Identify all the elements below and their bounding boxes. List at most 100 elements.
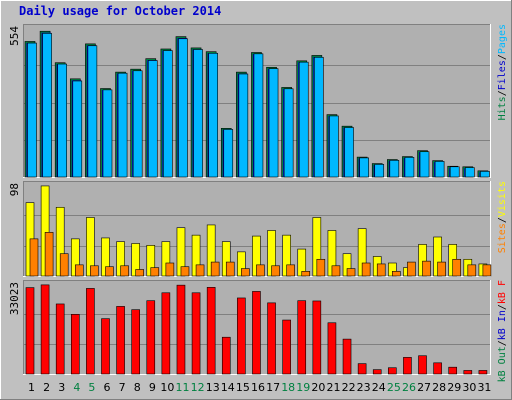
x-tick-label: 13 <box>206 381 220 394</box>
bar-sites <box>210 261 220 277</box>
bar-kbf <box>297 300 307 375</box>
bar-sites <box>195 264 205 277</box>
bar-sites <box>422 260 431 277</box>
bar-pages <box>344 127 354 178</box>
bar-pages <box>42 33 52 178</box>
bar-pages <box>253 53 264 178</box>
bar-sites <box>59 253 69 277</box>
bar-pages <box>449 166 460 178</box>
x-tick-label: 20 <box>311 381 325 394</box>
bar-pages <box>102 89 113 178</box>
bar-pages <box>208 52 218 178</box>
bar-sites <box>482 264 492 277</box>
legend-entry: Files <box>497 60 508 90</box>
bar-kbf <box>463 370 473 375</box>
bar-pages <box>359 157 369 178</box>
bar-kbf <box>40 284 50 375</box>
y-max-label: 33023 <box>8 282 21 315</box>
bar-kbf <box>116 306 125 375</box>
bar-pages <box>223 129 234 178</box>
x-tick-label: 11 <box>176 381 190 394</box>
bar-sites <box>392 271 401 277</box>
x-tick-label: 9 <box>149 381 156 394</box>
panel-visits-sites <box>23 181 492 277</box>
x-tick-label: 28 <box>432 381 446 394</box>
bar-sites <box>105 266 114 277</box>
bar-pages <box>389 160 400 178</box>
bar-pages <box>72 80 83 178</box>
bar-kbf <box>237 297 246 375</box>
bar-kbf <box>418 355 427 375</box>
bar-kbf <box>327 322 337 375</box>
bar-pages <box>87 45 98 178</box>
panel-hits-files-pages <box>23 24 491 178</box>
bar-sites <box>271 265 280 277</box>
x-tick-label: 31 <box>477 381 491 394</box>
bar-sites <box>467 264 477 277</box>
bar-sites <box>286 264 295 277</box>
bar-pages <box>193 49 203 178</box>
bar-pages <box>57 63 67 178</box>
bar-kbf <box>388 367 397 375</box>
x-tick-label: 8 <box>134 381 141 394</box>
bar-sites <box>301 271 311 277</box>
y-max-label: 554 <box>8 26 21 46</box>
panel-kbytes <box>23 280 491 375</box>
legend-entry: / <box>497 54 508 60</box>
bar-sites <box>150 267 160 277</box>
x-tick-label: 21 <box>326 381 340 394</box>
x-tick-label: 14 <box>221 381 235 394</box>
bar-pages <box>314 57 324 178</box>
bar-sites <box>361 262 371 277</box>
bar-pages <box>283 88 294 178</box>
bar-kbf <box>433 362 442 375</box>
bar-pages <box>268 68 279 178</box>
bar-sites <box>256 264 265 277</box>
x-tick-label: 27 <box>417 381 431 394</box>
bar-kbf <box>478 370 488 375</box>
chart-title: Daily usage for October 2014 <box>19 4 221 18</box>
bar-pages <box>178 38 188 178</box>
x-tick-label: 17 <box>266 381 280 394</box>
x-tick-label: 16 <box>251 381 265 394</box>
legend-entry: kB Out <box>497 346 508 382</box>
bar-sites <box>316 258 326 277</box>
bar-kbf <box>342 338 352 375</box>
bar-sites <box>225 261 235 277</box>
bar-pages <box>419 151 430 178</box>
bar-sites <box>165 262 175 277</box>
bar-sites <box>29 238 39 277</box>
bar-kbf <box>267 302 276 375</box>
legend-entry: / <box>497 340 508 346</box>
bar-sites <box>331 265 341 277</box>
bar-pages <box>480 171 490 178</box>
legend-entry: / <box>497 217 508 223</box>
bar-pages <box>404 157 415 178</box>
x-tick-label: 15 <box>236 381 250 394</box>
bar-kbf <box>176 284 186 375</box>
bar-pages <box>434 161 445 178</box>
bar-sites <box>452 258 462 277</box>
bar-kbf <box>448 366 458 375</box>
bar-sites <box>437 261 446 277</box>
bar-kbf <box>70 314 80 375</box>
x-tick-label: 30 <box>462 381 476 394</box>
bar-sites <box>407 261 416 277</box>
x-tick-label: 3 <box>58 381 65 394</box>
legend-entry: / <box>497 304 508 310</box>
x-tick-label: 24 <box>372 381 386 394</box>
legend-entry: / <box>497 90 508 96</box>
bar-sites <box>44 232 54 277</box>
bar-pages <box>374 164 385 178</box>
bar-kbf <box>146 300 156 375</box>
legend-entry: Sites <box>497 223 508 253</box>
bar-kbf <box>55 303 65 375</box>
x-tick-label: 4 <box>73 381 80 394</box>
bar-pages <box>117 72 128 178</box>
x-tick-label: 18 <box>281 381 295 394</box>
x-tick-label: 10 <box>160 381 174 394</box>
x-tick-label: 25 <box>387 381 401 394</box>
legend-bottom: kB Out/kB In/kB F <box>497 280 508 382</box>
bar-kbf <box>221 336 231 375</box>
